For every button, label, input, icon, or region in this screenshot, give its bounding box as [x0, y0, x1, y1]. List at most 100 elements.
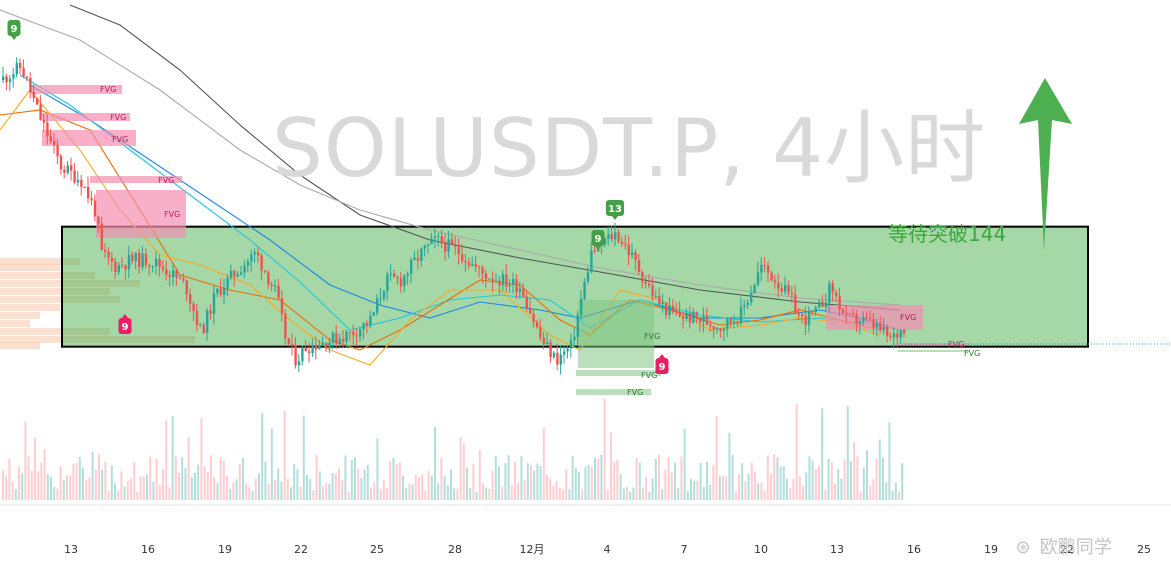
volume-profile-bar [0, 320, 30, 327]
volume-bar [117, 490, 120, 500]
volume-bar [75, 462, 78, 500]
volume-bar [562, 489, 564, 500]
candle-body [277, 285, 280, 299]
candle-body [100, 223, 103, 250]
volume-bar [203, 466, 206, 500]
candle-body [53, 140, 56, 145]
volume-bar [219, 457, 222, 500]
candle-body [546, 342, 549, 345]
volume-bar [635, 457, 638, 500]
candle-body [692, 311, 695, 323]
candle-body [32, 92, 35, 98]
volume-bar [69, 475, 72, 500]
volume-bar [485, 487, 488, 500]
volume-bar [645, 476, 648, 500]
candle-body [488, 278, 491, 280]
candle-body [165, 269, 168, 275]
candle-body [192, 303, 195, 311]
candle-body [236, 274, 239, 277]
fvg-bullish-zone [578, 300, 654, 368]
candle-body [195, 311, 199, 325]
volume-bar [30, 471, 33, 500]
volume-bar [50, 476, 52, 500]
candle-body [899, 329, 902, 338]
volume-bar [66, 475, 68, 500]
candle-body [763, 264, 766, 266]
volume-bar [734, 491, 737, 500]
candle-body [117, 264, 120, 273]
x-axis-tick-label: 22 [1060, 543, 1074, 556]
x-axis-tick-label: 19 [218, 543, 232, 556]
volume-bar [850, 461, 852, 500]
volume-bar [882, 457, 884, 500]
volume-bar [24, 421, 27, 500]
volume-bar [194, 472, 196, 500]
candle-body [444, 243, 447, 252]
volume-bar [101, 469, 104, 500]
volume-bar [222, 460, 225, 500]
volume-bar [418, 476, 420, 500]
volume-bar [862, 467, 865, 500]
volume-bar [357, 468, 360, 500]
volume-bar [78, 456, 81, 500]
volume-bar [507, 455, 510, 500]
sequence-badge-pointer [122, 314, 128, 318]
volume-bar [261, 413, 264, 500]
volume-bar [472, 463, 475, 500]
candle-body [784, 285, 787, 292]
volume-bar [283, 410, 286, 500]
volume-bar [648, 491, 651, 500]
volume-bar [264, 461, 267, 500]
candle-body [209, 310, 212, 314]
volume-bar [782, 466, 785, 500]
fvg-bearish-zone [90, 176, 182, 183]
candle-body [267, 272, 270, 285]
candle-body [556, 352, 559, 365]
candle-body [651, 285, 654, 297]
candle-body [83, 186, 86, 188]
volume-bar [776, 457, 779, 500]
volume-bar [56, 488, 59, 500]
volume-bar [462, 443, 465, 500]
volume-bar [216, 483, 219, 500]
volume-bar [494, 455, 497, 500]
volume-bar [706, 461, 708, 500]
candle-body [141, 253, 144, 268]
volume-profile-bar [0, 258, 80, 265]
fvg-bearish-zone [42, 113, 130, 121]
fvg-bullish-zone [898, 350, 970, 352]
candle-body [29, 78, 32, 93]
candle-body [352, 331, 355, 336]
candle-body [603, 238, 607, 245]
volume-bar [504, 463, 507, 500]
volume-bar [661, 489, 664, 500]
candle-body [66, 165, 69, 173]
sequence-badge-pointer [612, 216, 618, 220]
x-axis-tick-label: 10 [754, 543, 768, 556]
x-axis-tick-label: 7 [681, 543, 688, 556]
volume-bar [392, 458, 395, 500]
candle-body [841, 309, 845, 313]
candle-body [705, 316, 709, 325]
x-axis-tick-label: 16 [141, 543, 155, 556]
candle-body [328, 342, 331, 349]
volume-bar [94, 469, 97, 500]
volume-bar [853, 442, 856, 500]
candle-body [896, 333, 899, 338]
candle-body [845, 312, 848, 314]
candle-body [226, 277, 229, 289]
volume-bar [165, 420, 168, 500]
volume-bar [18, 466, 20, 500]
volume-bar [834, 483, 836, 500]
volume-bar [587, 464, 590, 500]
volume-bar [501, 487, 504, 500]
volume-bar [443, 476, 446, 500]
sequence-badge-label: 9 [11, 24, 18, 35]
candle-body [423, 245, 426, 249]
volume-bar [837, 468, 840, 500]
volume-bar [680, 456, 683, 500]
volume-bar [434, 426, 436, 500]
volume-bar [699, 462, 702, 500]
candle-body [393, 273, 396, 277]
volume-bar [181, 457, 184, 500]
